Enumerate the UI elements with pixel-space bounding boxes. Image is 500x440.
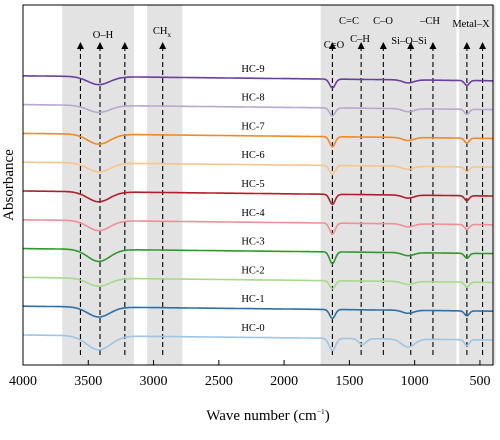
- annotation-arrowhead-10: [479, 42, 487, 49]
- curve-label-hc-6: HC-6: [241, 150, 264, 161]
- y-axis-label: Absorbance: [1, 149, 17, 221]
- x-axis-ticks: 4000 3500 3000 2500 2000 1500 1000 500: [9, 360, 490, 389]
- curve-labels: HC-9 HC-8 HC-7 HC-6 HC-5 HC-4 HC-3 HC-2 HC-1 HC-0: [241, 64, 265, 334]
- x-tick-label-2000: 2000: [270, 374, 298, 389]
- curve-label-hc-5: HC-5: [241, 179, 264, 190]
- annotation-label-1: CHx: [153, 26, 172, 39]
- spectrum-hc-7: [23, 132, 493, 148]
- annotation-label-4: C–H: [350, 34, 370, 45]
- shaded-region-2: [320, 5, 457, 365]
- shaded-region-0: [62, 5, 134, 365]
- annotation-arrowhead-5: [357, 42, 365, 49]
- annotation-label-3: C=C: [339, 16, 359, 27]
- x-tick-label-1000: 1000: [401, 374, 429, 389]
- curve-label-hc-8: HC-8: [241, 93, 264, 104]
- annotation-arrowhead-4: [328, 42, 336, 49]
- x-tick-label-4000: 4000: [9, 374, 37, 389]
- spectrum-hc-8: [23, 103, 493, 117]
- annotation-arrowhead-2: [121, 42, 129, 49]
- spectrum-hc-5: [23, 190, 493, 206]
- x-axis-label: Wave number (cm−1): [206, 407, 329, 424]
- annotation-label-7: –CH: [419, 16, 440, 27]
- spectrum-hc-1: [23, 305, 493, 320]
- annotation-arrowhead-3: [159, 42, 167, 49]
- annotation-arrowhead-7: [407, 42, 415, 49]
- x-tick-label-2500: 2500: [205, 374, 233, 389]
- spectrum-hc-0: [23, 334, 493, 352]
- shaded-regions: [62, 5, 496, 365]
- shaded-region-1: [147, 5, 183, 365]
- spectra-curves: [23, 75, 493, 352]
- plot-frame: [22, 4, 494, 366]
- spectrum-hc-6: [23, 161, 493, 176]
- annotation-arrowhead-9: [463, 42, 471, 49]
- spectrum-hc-2: [23, 276, 493, 290]
- annotation-label-5: C–O: [373, 16, 393, 27]
- curve-label-hc-0: HC-0: [241, 323, 264, 334]
- curve-label-hc-7: HC-7: [241, 121, 264, 132]
- x-tick-label-1500: 1500: [335, 374, 363, 389]
- annotation-labels: O–H CHx C=O C=C C–HC–O Si–O–Si –CH Metal–X: [93, 16, 490, 51]
- shaded-region-3: [459, 5, 496, 365]
- curve-label-hc-9: HC-9: [241, 64, 264, 75]
- annotation-arrowhead-1: [96, 42, 104, 49]
- annotation-arrowhead-8: [429, 42, 437, 49]
- annotation-arrowhead-0: [76, 42, 84, 49]
- spectrum-hc-4: [23, 219, 493, 236]
- annotation-arrowhead-6: [379, 42, 387, 49]
- annotation-label-8: Metal–X: [452, 19, 490, 30]
- curve-label-hc-3: HC-3: [241, 237, 264, 248]
- x-tick-label-3000: 3000: [140, 374, 168, 389]
- annotation-label-0: O–H: [93, 30, 114, 41]
- x-tick-label-3500: 3500: [74, 374, 102, 389]
- annotation-label-2: C=O: [324, 40, 345, 51]
- spectrum-hc-9: [23, 75, 493, 90]
- annotation-label-6: Si–O–Si: [391, 36, 427, 47]
- spectrum-hc-3: [23, 247, 493, 266]
- curve-label-hc-2: HC-2: [241, 265, 264, 276]
- x-tick-label-500: 500: [469, 374, 490, 389]
- curve-label-hc-4: HC-4: [241, 208, 265, 219]
- curve-label-hc-1: HC-1: [241, 294, 264, 305]
